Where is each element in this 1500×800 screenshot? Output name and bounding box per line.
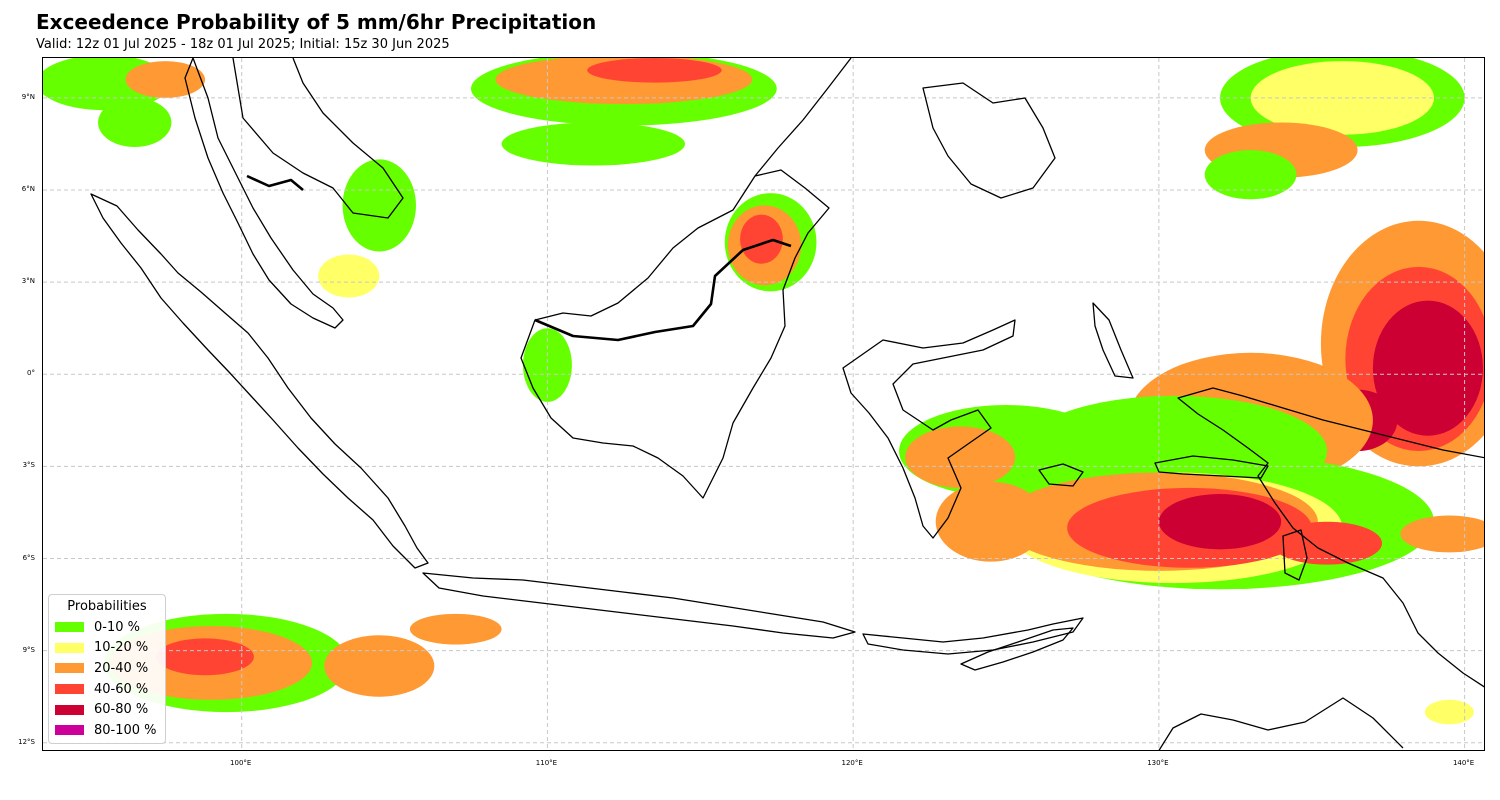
- precip-area-p20_40: [935, 481, 1046, 562]
- coastline-mindanao: [922, 82, 1056, 199]
- lon-tick-label: 140°E: [1452, 759, 1475, 767]
- lat-tick-label: 9°S: [22, 645, 35, 654]
- legend-item: 20-40 %: [55, 658, 159, 679]
- legend-label: 60-80 %: [94, 702, 149, 718]
- coastline-australia-north: [1158, 697, 1404, 750]
- precipitation-probability-map: [43, 58, 1484, 750]
- precip-area-p20_40: [905, 426, 1016, 488]
- legend-swatch: [55, 684, 84, 695]
- precip-area-p60_80: [1158, 494, 1282, 550]
- coastline-borneo: [520, 169, 830, 499]
- coastline-timor: [960, 627, 1074, 671]
- precip-area-p40_60: [156, 638, 254, 676]
- precip-area-p60_80: [1372, 300, 1483, 436]
- lat-tick-label: 6°N: [21, 185, 35, 194]
- coastline-aru-islands: [1282, 529, 1308, 581]
- coastline-buru: [1038, 463, 1084, 487]
- coastline-java: [422, 572, 856, 639]
- coastline-indochina: [232, 58, 404, 219]
- precip-area-p0_10: [342, 159, 416, 252]
- chart-subtitle: Valid: 12z 01 Jul 2025 - 18z 01 Jul 2025…: [36, 37, 450, 52]
- precip-area-p0_10: [522, 328, 572, 402]
- legend-label: 40-60 %: [94, 681, 149, 697]
- lat-tick-label: 9°N: [21, 92, 35, 101]
- legend-items: 0-10 % 10-20 % 20-40 % 40-60 % 60-80 % 80-100…: [55, 617, 159, 741]
- legend-swatch: [55, 622, 84, 633]
- map-gridlines: [43, 58, 1484, 750]
- coastlines: [90, 58, 1484, 750]
- precip-area-p10_20: [1250, 61, 1435, 135]
- lat-tick-label: 0°: [27, 369, 35, 378]
- coastline-lesser-sunda: [862, 617, 1084, 655]
- precip-area-p20_40: [125, 61, 206, 98]
- precip-area-p10_20: [318, 254, 380, 298]
- legend-label: 20-40 %: [94, 660, 149, 676]
- legend-swatch: [55, 642, 84, 653]
- lat-tick-label: 3°S: [22, 461, 35, 470]
- coastline-sulawesi: [842, 319, 1016, 539]
- precipitation-probability-field: [43, 58, 1484, 725]
- precip-area-p0_10: [98, 97, 172, 148]
- legend-item: 10-20 %: [55, 638, 159, 659]
- coastline-sumatra: [90, 193, 429, 569]
- lat-tick-label: 3°N: [21, 277, 35, 286]
- lat-tick-label: 12°S: [18, 737, 35, 746]
- precip-area-p40_60: [740, 214, 783, 264]
- legend-swatch: [55, 704, 84, 715]
- legend-title: Probabilities: [67, 599, 147, 614]
- legend-swatch: [55, 663, 84, 674]
- precip-area-p10_20: [1424, 699, 1474, 725]
- precip-area-p0_10: [501, 122, 686, 166]
- border-thailand-malaysia: [246, 174, 304, 191]
- coastline-new-guinea: [1177, 387, 1484, 688]
- legend-label: 0-10 %: [94, 619, 140, 635]
- legend-item: 60-80 %: [55, 699, 159, 720]
- lat-tick-label: 6°S: [22, 553, 35, 562]
- legend-label: 80-100 %: [94, 722, 157, 738]
- precip-area-p20_40: [1400, 515, 1484, 553]
- coastline-seram: [1154, 455, 1269, 479]
- precip-area-p20_40: [324, 635, 435, 697]
- coastline-halmahera: [1092, 302, 1134, 379]
- lon-tick-label: 120°E: [841, 759, 863, 767]
- border-malaysia-indonesia-borneo: [534, 238, 792, 342]
- chart-title: Exceedence Probability of 5 mm/6hr Preci…: [36, 10, 597, 34]
- legend-item: 0-10 %: [55, 617, 159, 638]
- lon-tick-label: 110°E: [535, 759, 558, 767]
- coastline-palawan: [754, 58, 852, 177]
- precip-area-p40_60: [587, 58, 722, 83]
- legend-swatch: [55, 725, 84, 736]
- border-lines: [246, 174, 792, 342]
- lon-tick-label: 100°E: [230, 759, 252, 767]
- precip-area-p0_10: [1204, 150, 1297, 200]
- coastline-malay-peninsula: [184, 58, 344, 329]
- legend-item: 40-60 %: [55, 679, 159, 700]
- map-panel: [42, 57, 1485, 751]
- legend: Probabilities 0-10 % 10-20 % 20-40 % 40-60 …: [48, 594, 166, 744]
- legend-label: 10-20 %: [94, 640, 149, 656]
- precip-area-p20_40: [409, 613, 502, 645]
- legend-item: 80-100 %: [55, 720, 159, 741]
- lon-tick-label: 130°E: [1147, 759, 1169, 767]
